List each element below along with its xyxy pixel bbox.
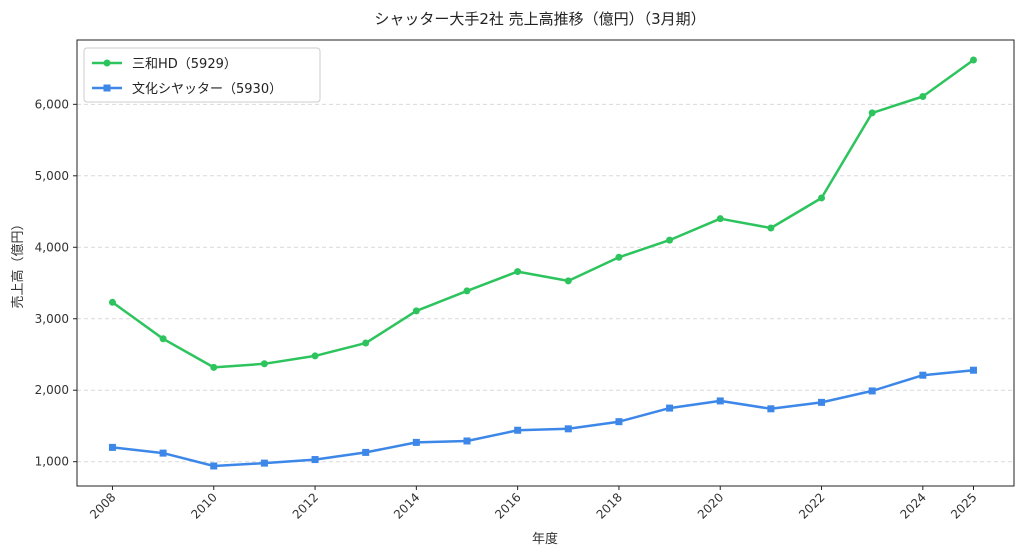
y-tick-label: 5,000 bbox=[35, 169, 69, 183]
data-point bbox=[564, 425, 572, 433]
data-point bbox=[818, 398, 826, 406]
y-tick-label: 4,000 bbox=[35, 240, 69, 254]
data-point bbox=[919, 92, 927, 100]
x-tick-label: 2018 bbox=[594, 490, 625, 521]
legend-marker bbox=[103, 59, 111, 67]
data-point bbox=[868, 109, 876, 117]
data-point bbox=[362, 339, 370, 347]
plot-frame bbox=[76, 39, 1015, 487]
data-point bbox=[412, 307, 420, 315]
data-point bbox=[159, 335, 167, 343]
data-point bbox=[767, 405, 775, 413]
legend-label-1: 文化シヤッター（5930） bbox=[132, 82, 282, 97]
series-layer bbox=[108, 56, 977, 470]
data-point bbox=[108, 443, 116, 451]
x-tick-label: 2025 bbox=[948, 490, 979, 521]
data-point bbox=[210, 363, 218, 371]
x-axis-label: 年度 bbox=[532, 531, 558, 547]
data-point bbox=[463, 437, 471, 445]
series-line-1 bbox=[112, 368, 974, 468]
data-point bbox=[919, 371, 927, 379]
series-line-0 bbox=[111, 58, 975, 369]
data-point bbox=[463, 287, 471, 295]
legend-label-0: 三和HD（5929） bbox=[132, 57, 237, 72]
data-point bbox=[159, 449, 167, 457]
data-point bbox=[818, 194, 826, 202]
chart-title: シャッター大手2社 売上高推移（億円）（3月期） bbox=[374, 10, 705, 28]
x-tick-label: 2014 bbox=[391, 490, 422, 521]
y-tick-label: 1,000 bbox=[35, 455, 69, 469]
data-point bbox=[260, 360, 268, 368]
data-point bbox=[514, 268, 522, 276]
data-point bbox=[311, 456, 319, 464]
grid-lines bbox=[77, 103, 1014, 463]
data-point bbox=[615, 253, 623, 261]
data-point bbox=[666, 236, 674, 244]
x-tick-label: 2020 bbox=[695, 490, 726, 521]
data-point bbox=[108, 298, 116, 306]
legend-box bbox=[83, 47, 321, 103]
data-point bbox=[615, 418, 623, 426]
x-tick-label: 2024 bbox=[897, 490, 928, 521]
data-point bbox=[716, 397, 724, 405]
x-tick-label: 2022 bbox=[796, 490, 827, 521]
data-point bbox=[514, 426, 522, 434]
data-point bbox=[311, 352, 319, 360]
x-tick-label: 2016 bbox=[492, 490, 523, 521]
data-point bbox=[412, 438, 420, 446]
data-point bbox=[666, 404, 674, 412]
data-point bbox=[969, 56, 977, 64]
x-tick-label: 2012 bbox=[290, 490, 321, 521]
data-point bbox=[716, 215, 724, 223]
data-point bbox=[969, 366, 977, 374]
data-point bbox=[260, 459, 268, 467]
y-tick-label: 2,000 bbox=[35, 383, 69, 397]
data-point bbox=[767, 224, 775, 232]
x-tick-label: 2008 bbox=[87, 490, 118, 521]
y-axis-label: 売上高（億円） bbox=[10, 217, 26, 308]
legend-marker bbox=[103, 84, 111, 92]
data-point bbox=[868, 387, 876, 395]
data-point bbox=[362, 448, 370, 456]
axes: 1,000 2,000 3,000 4,000 5,000 6,000 2008 2010 20… bbox=[35, 97, 980, 521]
y-tick-label: 6,000 bbox=[35, 97, 69, 111]
y-tick-label: 3,000 bbox=[35, 312, 69, 326]
data-point bbox=[564, 277, 572, 285]
data-point bbox=[210, 462, 218, 470]
x-tick-label: 2010 bbox=[188, 490, 219, 521]
legend: 三和HD（5929） 文化シヤッター（5930） bbox=[83, 47, 321, 103]
